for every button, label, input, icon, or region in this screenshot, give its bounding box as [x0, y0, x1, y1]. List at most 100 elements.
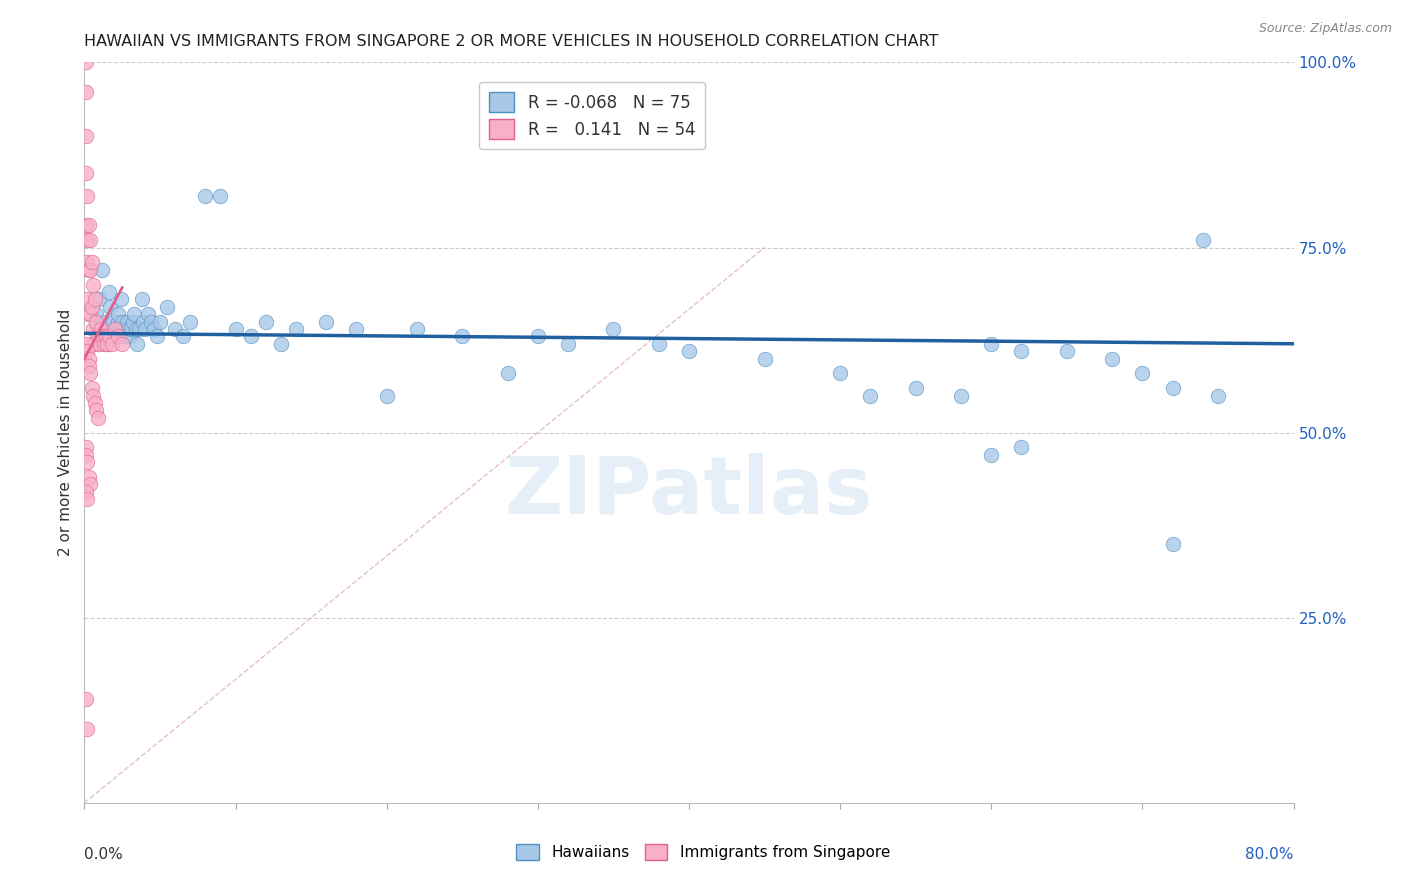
Point	[79, 367, 101, 381]
Point	[82, 388, 104, 402]
Point	[149, 314, 172, 328]
Point	[86, 307, 108, 321]
Point	[80, 381, 103, 395]
Point	[93, 336, 115, 351]
Point	[1011, 344, 1033, 359]
Point	[96, 329, 118, 343]
Point	[76, 722, 98, 736]
Point	[136, 307, 159, 321]
Point	[451, 329, 474, 343]
Point	[98, 300, 121, 314]
Point	[91, 262, 114, 277]
Text: Source: ZipAtlas.com: Source: ZipAtlas.com	[1258, 22, 1392, 36]
Point	[96, 336, 118, 351]
Point	[89, 336, 111, 351]
Point	[270, 336, 292, 351]
Point	[346, 322, 368, 336]
Point	[87, 329, 110, 343]
Point	[120, 322, 142, 336]
Point	[830, 367, 852, 381]
Point	[87, 410, 110, 425]
Point	[94, 329, 117, 343]
Point	[84, 336, 107, 351]
Point	[97, 329, 120, 343]
Point	[125, 322, 148, 336]
Point	[179, 314, 201, 328]
Point	[107, 329, 129, 343]
Point	[146, 329, 169, 343]
Point	[75, 219, 97, 233]
Point	[139, 314, 162, 328]
Y-axis label: 2 or more Vehicles in Household: 2 or more Vehicles in Household	[58, 309, 73, 557]
Point	[75, 85, 97, 99]
Point	[75, 448, 97, 462]
Point	[375, 388, 398, 402]
Point	[75, 441, 97, 455]
Point	[128, 322, 150, 336]
Point	[76, 233, 98, 247]
Point	[75, 129, 97, 144]
Point	[194, 188, 217, 202]
Point	[315, 314, 337, 328]
Point	[82, 322, 104, 336]
Point	[82, 277, 104, 292]
Point	[76, 492, 98, 507]
Point	[1101, 351, 1123, 366]
Point	[209, 188, 232, 202]
Point	[225, 322, 247, 336]
Point	[79, 307, 101, 321]
Point	[156, 300, 179, 314]
Point	[80, 300, 103, 314]
Point	[950, 388, 973, 402]
Point	[77, 307, 100, 321]
Point	[100, 322, 122, 336]
Text: ZIPatlas: ZIPatlas	[505, 453, 873, 531]
Point	[1130, 367, 1153, 381]
Point	[1206, 388, 1229, 402]
Point	[76, 255, 98, 269]
Point	[117, 322, 139, 336]
Point	[108, 322, 131, 336]
Point	[93, 314, 115, 328]
Point	[121, 314, 143, 328]
Point	[84, 396, 107, 410]
Point	[77, 219, 100, 233]
Point	[77, 262, 100, 277]
Point	[75, 166, 97, 180]
Point	[1011, 441, 1033, 455]
Point	[94, 336, 117, 351]
Point	[239, 329, 262, 343]
Legend: R = -0.068   N = 75, R =   0.141   N = 54: R = -0.068 N = 75, R = 0.141 N = 54	[479, 82, 706, 149]
Point	[859, 388, 882, 402]
Point	[1161, 381, 1184, 395]
Point	[89, 293, 111, 307]
Point	[142, 322, 165, 336]
Point	[79, 262, 101, 277]
Point	[132, 314, 155, 328]
Point	[97, 285, 120, 299]
Point	[980, 336, 1002, 351]
Point	[101, 314, 124, 328]
Point	[1192, 233, 1215, 247]
Point	[76, 455, 98, 469]
Point	[111, 314, 134, 328]
Point	[86, 314, 108, 328]
Point	[980, 448, 1002, 462]
Legend: Hawaiians, Immigrants from Singapore: Hawaiians, Immigrants from Singapore	[510, 838, 896, 866]
Point	[496, 367, 519, 381]
Point	[104, 322, 127, 336]
Point	[114, 329, 136, 343]
Text: HAWAIIAN VS IMMIGRANTS FROM SINGAPORE 2 OR MORE VEHICLES IN HOUSEHOLD CORRELATIO: HAWAIIAN VS IMMIGRANTS FROM SINGAPORE 2 …	[84, 34, 939, 49]
Point	[165, 322, 187, 336]
Point	[557, 336, 579, 351]
Point	[678, 344, 700, 359]
Point	[77, 470, 100, 484]
Point	[76, 293, 98, 307]
Point	[75, 55, 97, 70]
Text: 0.0%: 0.0%	[84, 847, 124, 863]
Point	[127, 336, 149, 351]
Point	[84, 293, 107, 307]
Point	[115, 314, 138, 328]
Point	[602, 322, 624, 336]
Point	[111, 336, 134, 351]
